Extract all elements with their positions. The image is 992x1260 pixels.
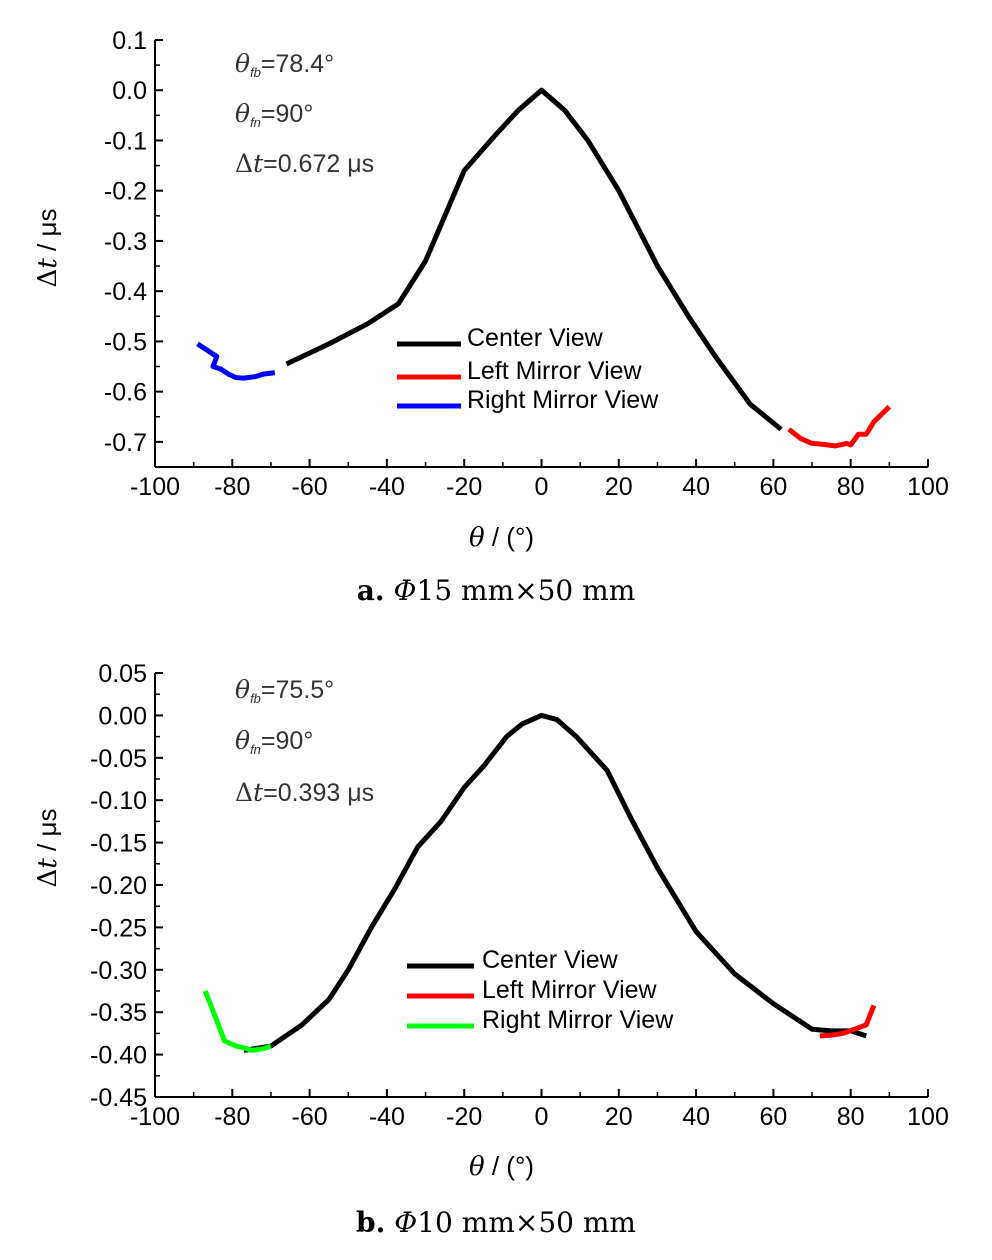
chart-2: 0.05 0.00 -0.05 -0.10 -0.15 -0.20 -0.25 -0.30 -0… <box>32 660 949 1239</box>
series-line-left-mirror-view <box>787 404 892 449</box>
series-line-left-mirror-view <box>819 1004 877 1039</box>
y-tick-label: -0.1 <box>104 127 147 155</box>
x-tick-label: -40 <box>369 1103 405 1131</box>
x-tick-label: 60 <box>759 473 787 501</box>
annotation-3: Δt=0.393 μs <box>235 778 374 807</box>
x-tick-label: 40 <box>682 1103 710 1131</box>
legend-label: Right Mirror View <box>482 1006 674 1034</box>
y-tick-label: -0.2 <box>104 178 147 206</box>
x-tick-label: 100 <box>907 1103 949 1131</box>
annotation-1: θfb=78.4° <box>235 49 334 80</box>
x-tick-label: -40 <box>369 473 405 501</box>
x-tick-label: -60 <box>292 473 328 501</box>
x-tick-label: -100 <box>130 473 180 501</box>
x-tick-label: -80 <box>214 1103 250 1131</box>
y-tick-label: 0.00 <box>98 702 147 730</box>
legend-label: Left Mirror View <box>467 357 643 385</box>
x-axis-title: θ / (°) <box>469 522 534 553</box>
annotation-1: θfb=75.5° <box>235 675 334 706</box>
figure-caption: b. Φ10 mm×50 mm <box>356 1206 636 1239</box>
x-tick-label: 80 <box>837 1103 865 1131</box>
series-line-center-view <box>243 712 867 1053</box>
x-tick-label: 0 <box>535 473 549 501</box>
y-tick-label: -0.5 <box>104 328 147 356</box>
y-tick-label: 0.05 <box>98 660 147 688</box>
x-tick-label: -20 <box>446 473 482 501</box>
annotation-3: Δt=0.672 μs <box>235 149 374 178</box>
x-tick-label: -20 <box>446 1103 482 1131</box>
x-tick-label: 0 <box>535 1103 549 1131</box>
x-tick-label: -80 <box>214 473 250 501</box>
x-tick-label: -60 <box>292 1103 328 1131</box>
series-line-right-mirror-view <box>202 990 272 1053</box>
y-axis-title: Δt / μs <box>32 209 63 288</box>
y-tick-label: -0.10 <box>90 787 147 815</box>
annotation-2: θfn=90° <box>235 99 313 130</box>
series-line-center-view <box>285 87 783 432</box>
legend-label: Right Mirror View <box>467 386 659 414</box>
x-axis-title: θ / (°) <box>469 1151 534 1182</box>
x-tick-label: 60 <box>759 1103 787 1131</box>
series-line-right-mirror-view <box>196 341 276 381</box>
legend-label: Left Mirror View <box>482 976 658 1004</box>
y-tick-label: -0.7 <box>104 429 147 457</box>
legend-label: Center View <box>467 324 604 352</box>
y-tick-label: -0.20 <box>90 872 147 900</box>
figure-caption: a. Φ15 mm×50 mm <box>357 574 636 607</box>
y-tick-label: -0.25 <box>90 914 147 942</box>
x-tick-label: 20 <box>605 1103 633 1131</box>
y-tick-label: -0.40 <box>90 1042 147 1070</box>
y-tick-label: 0.0 <box>112 77 147 105</box>
y-tick-label: -0.6 <box>104 379 147 407</box>
y-tick-label: -0.3 <box>104 228 147 256</box>
y-tick-label: 0.1 <box>112 27 147 55</box>
legend-label: Center View <box>482 946 619 974</box>
y-tick-label: -0.30 <box>90 957 147 985</box>
y-tick-label: -0.15 <box>90 830 147 858</box>
y-tick-label: -0.05 <box>90 745 147 773</box>
x-tick-label: 100 <box>907 473 949 501</box>
x-tick-label: 80 <box>837 473 865 501</box>
y-axis-title: Δt / μs <box>32 809 63 888</box>
x-tick-label: 20 <box>605 473 633 501</box>
y-tick-label: -0.45 <box>90 1084 147 1112</box>
y-tick-label: -0.35 <box>90 999 147 1027</box>
chart-1: 0.1 0.0 -0.1 -0.2 -0.3 -0.4 -0.5 -0.6 -0.7 -100 -8… <box>32 27 949 607</box>
x-tick-label: -100 <box>130 1103 180 1131</box>
annotation-2: θfn=90° <box>235 726 313 757</box>
y-tick-label: -0.4 <box>104 278 147 306</box>
x-tick-label: 40 <box>682 473 710 501</box>
